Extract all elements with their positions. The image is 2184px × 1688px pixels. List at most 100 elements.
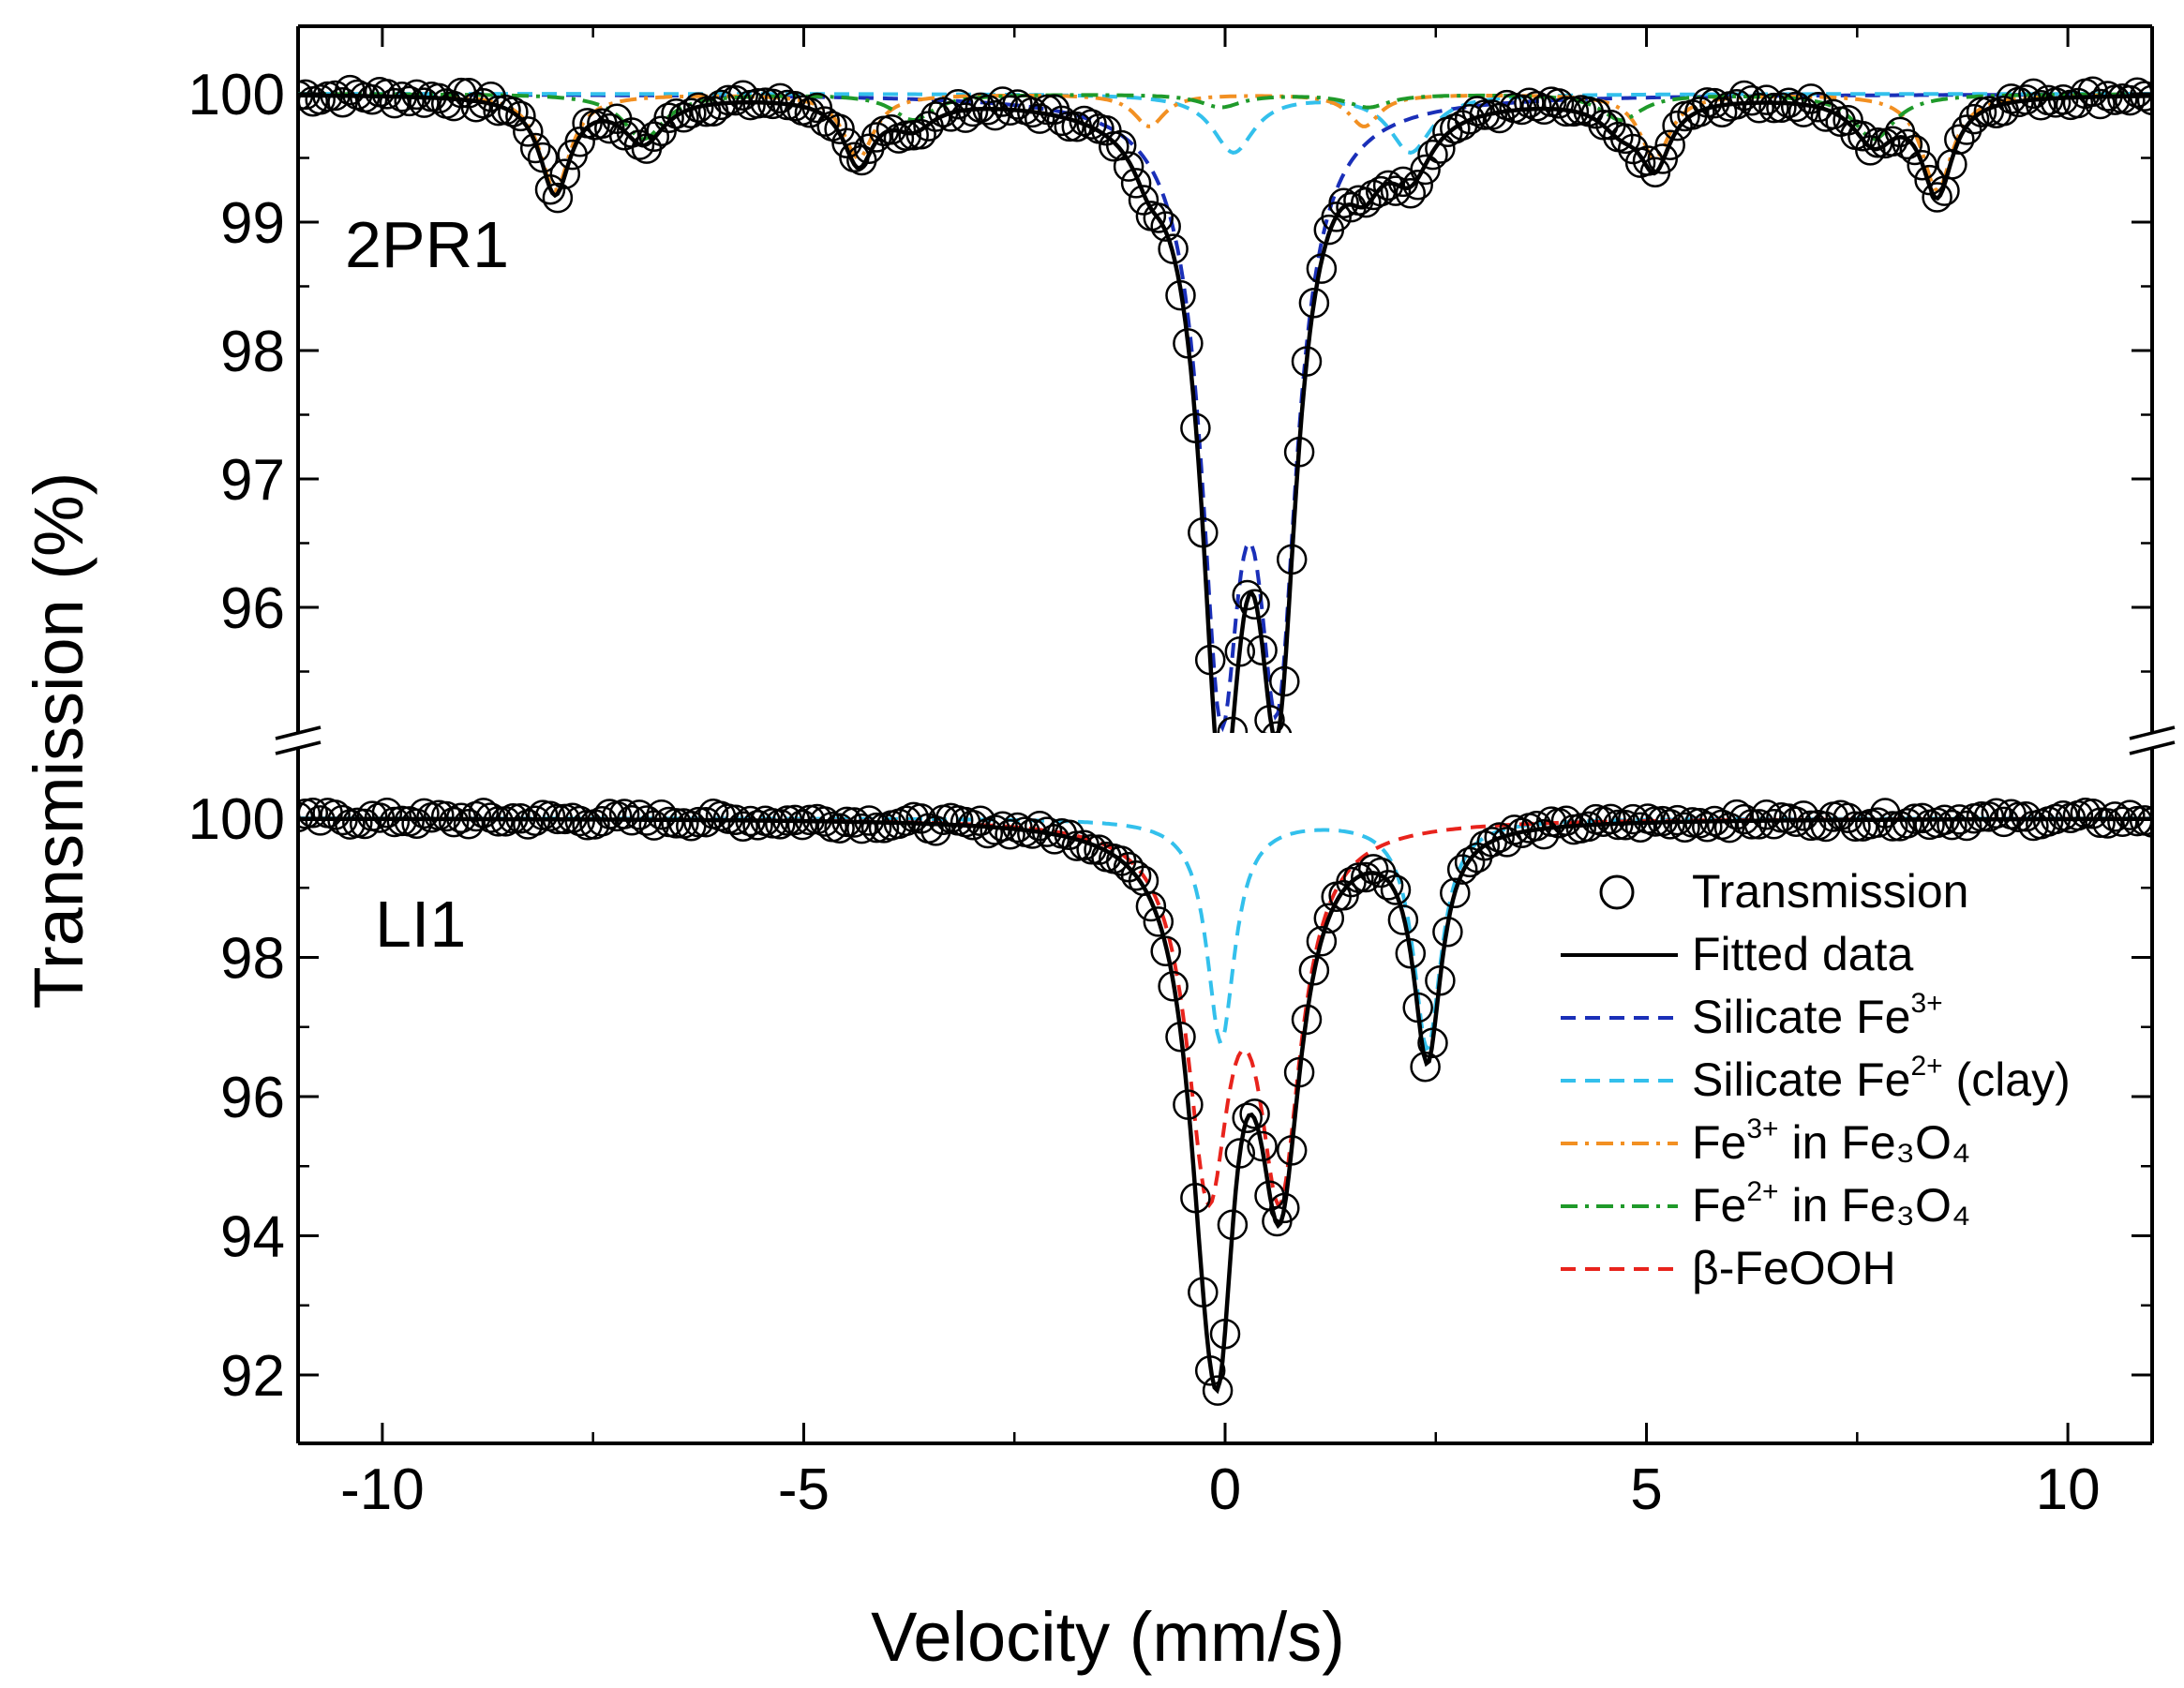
data-point [809,806,841,837]
data-point [1306,925,1338,957]
data-point [1232,579,1263,611]
data-point [1194,644,1226,676]
data-point [1780,91,1812,123]
data-point [1721,799,1753,830]
data-point [564,805,595,837]
data-point [505,802,536,834]
data-point [519,132,551,164]
data-point [1380,175,1412,206]
data-point [1469,99,1501,130]
data-point [638,121,670,153]
data-point [2003,801,2034,832]
data-point [1862,807,1893,838]
data-point [298,79,322,111]
data-point [1402,992,1433,1023]
data-point [957,809,989,841]
data-point [1165,279,1196,311]
data-point [2011,800,2042,832]
legend-marker-circle [1599,874,1635,910]
x-axis-title: Velocity (mm/s) [871,1598,1345,1676]
x-tick-label: -5 [778,1457,830,1522]
data-point [460,91,492,123]
data-point [853,805,885,836]
data-point [1743,809,1774,840]
data-point [483,806,514,837]
data-point [1298,288,1330,319]
data-point [1143,906,1174,937]
data-point [1684,97,1715,127]
x-tick-label: -10 [340,1457,425,1522]
legend-item-fit: Fitted data [1561,928,1913,980]
data-point [1298,955,1330,986]
data-point [950,102,981,133]
legend-item-transmission: Transmission [1599,865,1968,918]
data-point [513,809,544,840]
data-point [1173,1089,1204,1120]
data-point [1372,170,1404,202]
data-point [1173,328,1204,359]
data-point [765,809,796,840]
data-point [1662,804,1693,836]
data-point [794,97,826,128]
data-point [498,97,529,127]
data-point [1343,862,1374,893]
data-point [1239,589,1270,620]
data-point [1039,824,1070,855]
data-point [1188,1277,1219,1308]
data-point [2026,90,2057,121]
data-point [1217,1209,1249,1241]
data-point [498,803,529,834]
data-point [1751,84,1782,115]
data-point [1892,128,1923,160]
data-point [409,798,440,829]
data-point [995,819,1025,850]
data-point [1105,129,1137,161]
data-point [995,95,1025,127]
data-point [1944,124,1975,155]
data-point [1002,812,1033,844]
panel-li1-plot-area [298,797,2152,1406]
data-point [1291,346,1323,377]
legend-label: Transmission [1692,865,1968,918]
data-point [757,88,788,120]
data-point [1639,806,1671,837]
data-point [1387,904,1419,935]
data-point [2115,799,2146,830]
data-point [2011,84,2042,115]
data-point [1736,809,1768,840]
y-tick-label: 96 [220,576,285,641]
data-point [1120,859,1152,891]
data-point [1031,816,1063,847]
data-point [1609,123,1641,155]
x-tick-label: 10 [2036,1457,2101,1522]
data-point [1380,874,1412,905]
data-point [661,808,692,839]
data-point [668,102,699,133]
data-point [1269,665,1300,697]
data-point [1180,412,1211,443]
data-point [1291,1004,1323,1036]
data-point [690,806,722,838]
data-point [1922,182,1952,213]
panel-2pr1-plot-area [298,74,2152,733]
data-point [1692,812,1723,843]
data-point [631,805,663,836]
data-point [771,805,803,836]
data-point [1313,903,1345,934]
data-point [1758,92,1789,124]
panel-bottom: LI1 92 94 96 98 100 [188,787,2152,1409]
data-point [735,805,766,837]
data-point [298,80,314,112]
data-point [1855,135,1886,166]
data-point [1188,516,1219,548]
data-point [1654,129,1685,160]
data-point [1120,168,1152,199]
data-point [1469,829,1501,861]
data-point [786,809,818,841]
data-point [1937,809,1967,841]
data-point [1907,149,1937,181]
data-point [1647,143,1679,174]
data-point [542,803,574,835]
data-point [305,805,336,836]
y-tick-label: 96 [220,1066,285,1130]
